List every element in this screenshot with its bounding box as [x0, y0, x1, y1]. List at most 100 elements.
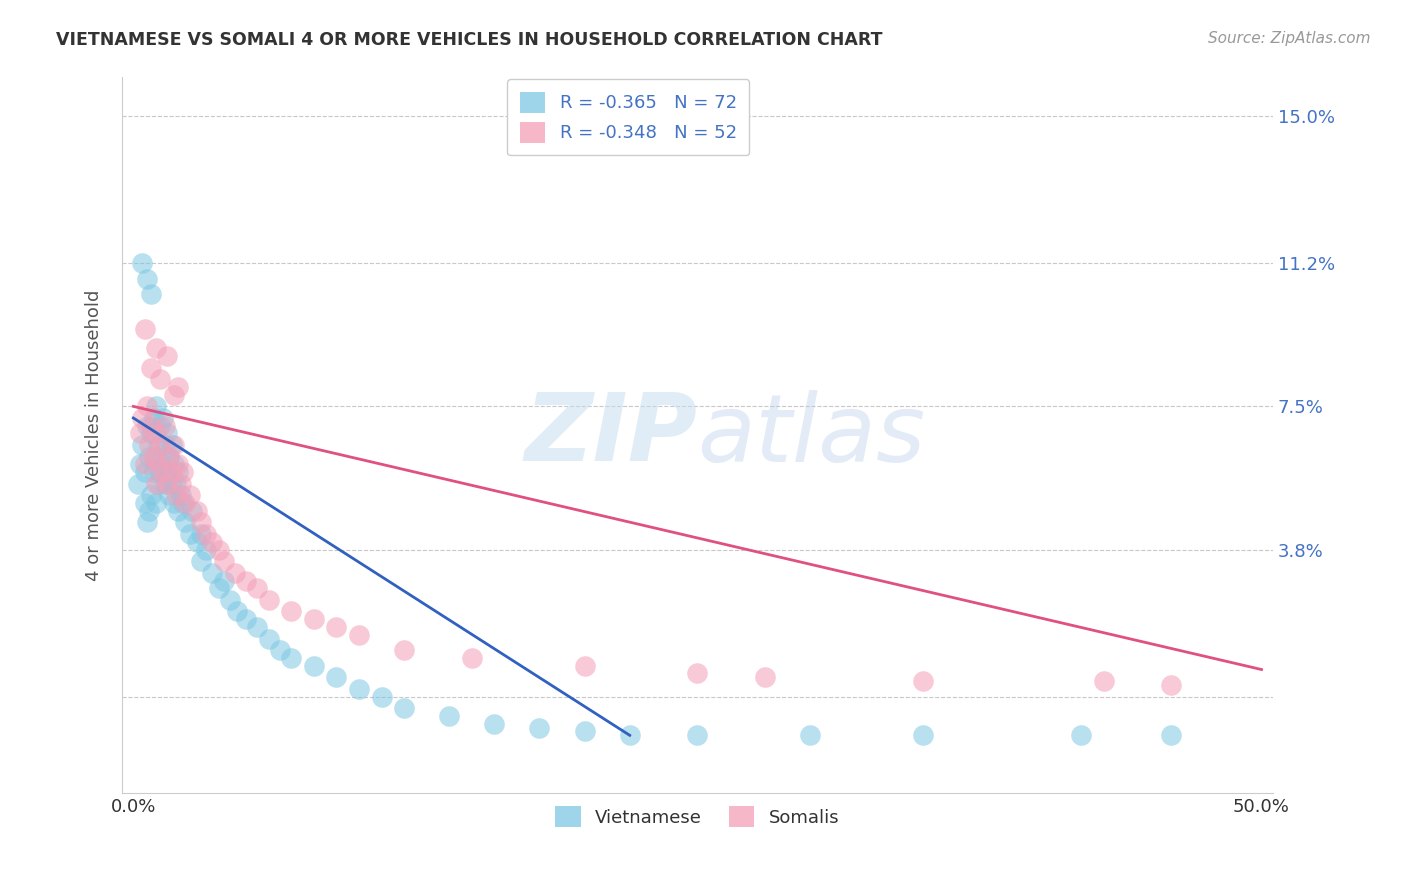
Point: [186, 534, 208, 549]
Point: [619, 728, 641, 742]
Point: [347, 628, 370, 642]
Point: [257, 632, 280, 646]
Point: [174, 516, 197, 530]
Point: [392, 701, 415, 715]
Point: [235, 574, 257, 588]
Point: [141, 418, 163, 433]
Point: [194, 542, 217, 557]
Point: [799, 728, 821, 742]
Point: [179, 527, 201, 541]
Point: [145, 476, 167, 491]
Point: [160, 438, 183, 452]
Point: [201, 566, 224, 580]
Point: [190, 554, 212, 568]
Point: [170, 476, 193, 491]
Point: [134, 465, 156, 479]
Point: [141, 426, 163, 441]
Point: [152, 411, 174, 425]
Point: [194, 527, 217, 541]
Point: [142, 411, 165, 425]
Point: [165, 488, 187, 502]
Point: [302, 612, 325, 626]
Point: [461, 651, 484, 665]
Point: [167, 465, 190, 479]
Point: [156, 349, 179, 363]
Point: [172, 496, 194, 510]
Legend: Vietnamese, Somalis: Vietnamese, Somalis: [548, 799, 846, 834]
Point: [131, 411, 153, 425]
Point: [1160, 678, 1182, 692]
Point: [135, 516, 157, 530]
Text: Source: ZipAtlas.com: Source: ZipAtlas.com: [1208, 31, 1371, 46]
Point: [212, 574, 235, 588]
Point: [208, 542, 231, 557]
Point: [226, 605, 249, 619]
Point: [529, 721, 551, 735]
Point: [160, 476, 183, 491]
Point: [135, 418, 157, 433]
Point: [131, 438, 153, 452]
Point: [149, 465, 172, 479]
Text: ZIP: ZIP: [524, 390, 697, 482]
Point: [190, 527, 212, 541]
Point: [138, 450, 160, 464]
Point: [145, 496, 167, 510]
Point: [135, 271, 157, 285]
Point: [160, 465, 183, 479]
Point: [149, 438, 172, 452]
Point: [219, 592, 242, 607]
Point: [574, 724, 596, 739]
Point: [181, 504, 204, 518]
Point: [156, 465, 179, 479]
Point: [141, 287, 163, 301]
Point: [134, 322, 156, 336]
Point: [134, 496, 156, 510]
Point: [167, 504, 190, 518]
Point: [1070, 728, 1092, 742]
Point: [135, 400, 157, 414]
Point: [347, 681, 370, 696]
Point: [163, 458, 186, 472]
Point: [152, 465, 174, 479]
Point: [159, 450, 181, 464]
Point: [146, 458, 169, 472]
Point: [153, 438, 176, 452]
Point: [201, 534, 224, 549]
Point: [1160, 728, 1182, 742]
Point: [246, 620, 269, 634]
Point: [484, 716, 506, 731]
Point: [302, 658, 325, 673]
Point: [145, 426, 167, 441]
Point: [141, 360, 163, 375]
Point: [142, 450, 165, 464]
Point: [325, 670, 347, 684]
Point: [437, 709, 460, 723]
Point: [167, 458, 190, 472]
Point: [159, 488, 181, 502]
Point: [145, 450, 167, 464]
Point: [212, 554, 235, 568]
Point: [392, 643, 415, 657]
Point: [146, 476, 169, 491]
Text: VIETNAMESE VS SOMALI 4 OR MORE VEHICLES IN HOUSEHOLD CORRELATION CHART: VIETNAMESE VS SOMALI 4 OR MORE VEHICLES …: [56, 31, 883, 49]
Point: [149, 418, 172, 433]
Point: [280, 651, 302, 665]
Point: [156, 426, 179, 441]
Point: [686, 666, 709, 681]
Point: [224, 566, 246, 580]
Point: [179, 488, 201, 502]
Point: [134, 458, 156, 472]
Point: [186, 504, 208, 518]
Point: [269, 643, 291, 657]
Point: [163, 438, 186, 452]
Point: [145, 341, 167, 355]
Point: [280, 605, 302, 619]
Point: [257, 592, 280, 607]
Point: [145, 400, 167, 414]
Point: [156, 476, 179, 491]
Point: [163, 496, 186, 510]
Point: [165, 476, 187, 491]
Y-axis label: 4 or more Vehicles in Household: 4 or more Vehicles in Household: [86, 290, 103, 581]
Point: [754, 670, 776, 684]
Point: [174, 496, 197, 510]
